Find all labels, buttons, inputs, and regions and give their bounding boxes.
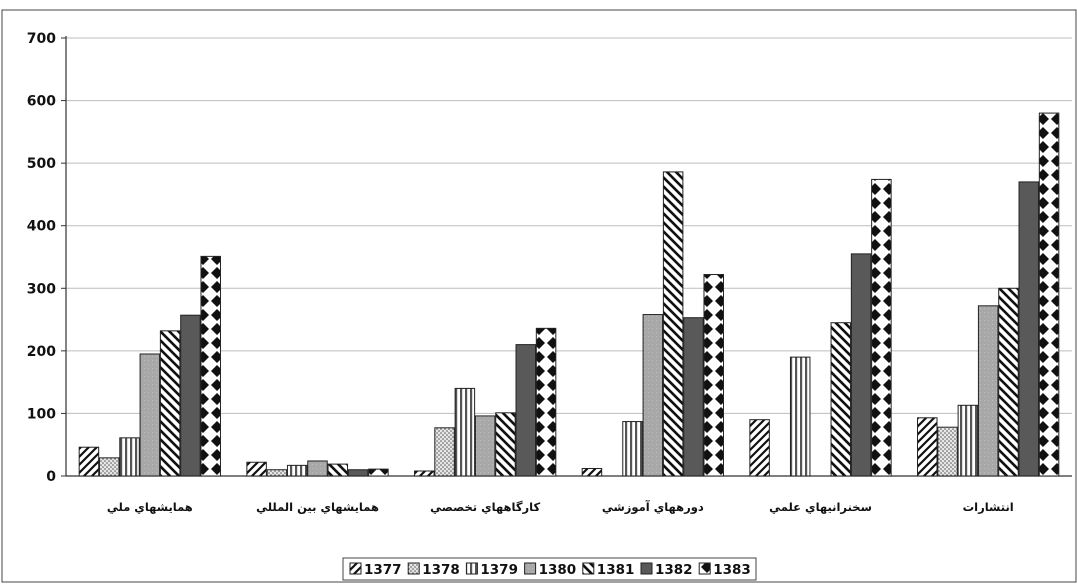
- y-tick-label: 100: [27, 406, 56, 422]
- bar-1378-cat-2: [434, 427, 455, 477]
- legend-swatch-1379: [465, 562, 478, 575]
- bar-1383-cat-1: [368, 468, 389, 477]
- bar-1378-cat-5: [937, 426, 958, 477]
- bar-1380-cat-0: [139, 353, 161, 477]
- y-tick-label: 400: [27, 219, 56, 235]
- bar-1380-cat-5: [977, 305, 999, 477]
- bar-1381-cat-5: [998, 287, 1019, 477]
- y-tick-labels: 0 100 200 300 400 500 600 700: [27, 31, 56, 485]
- bar-1383-cat-5: [1038, 112, 1060, 477]
- bar-1381-cat-0: [159, 330, 181, 477]
- bar-1377-cat-5: [917, 417, 938, 477]
- bars: [78, 112, 1060, 477]
- y-tick-label: 600: [27, 94, 56, 110]
- legend-label-1380: 1380: [539, 562, 577, 578]
- bar-1379-cat-2: [454, 387, 476, 477]
- bar-1381-cat-1: [327, 463, 349, 477]
- legend-label-1379: 1379: [480, 562, 518, 578]
- bar-1382-cat-5: [1018, 181, 1040, 477]
- bar-1378-cat-1: [266, 469, 288, 477]
- bar-1380-cat-2: [474, 415, 496, 477]
- bar-1377-cat-4: [749, 419, 770, 477]
- bar-1379-cat-3: [622, 421, 643, 477]
- bar-1383-cat-4: [871, 178, 892, 477]
- legend-swatch-1380: [524, 562, 537, 575]
- y-tick-label: 300: [27, 281, 56, 297]
- bar-1377-cat-2: [414, 470, 435, 477]
- chart-border: [1, 9, 1077, 583]
- bar-1379-cat-5: [957, 404, 979, 477]
- legend-swatch-1382: [640, 562, 653, 575]
- legend-swatch-1383: [698, 562, 711, 575]
- bar-1379-cat-4: [789, 356, 811, 477]
- bar-1377-cat-0: [78, 446, 100, 477]
- category-label: همايشهاي بين المللي: [256, 500, 379, 514]
- bar-1377-cat-1: [246, 461, 267, 477]
- bar-1383-cat-3: [703, 274, 724, 477]
- legend-label-1383: 1383: [713, 562, 751, 578]
- bar-1382-cat-3: [683, 317, 704, 477]
- bar-1378-cat-0: [98, 457, 120, 477]
- bar-1383-cat-2: [535, 327, 557, 477]
- legend-label-1382: 1382: [655, 562, 693, 578]
- category-label: كارگاههاي تخصصي: [430, 500, 540, 514]
- legend-swatch-1378: [407, 562, 420, 575]
- bar-1380-cat-3: [642, 314, 664, 477]
- category-label: دورههاي آموزشي: [602, 500, 704, 515]
- bar-1377-cat-3: [581, 467, 603, 477]
- y-tick-label: 200: [27, 344, 56, 360]
- bar-1382-cat-0: [180, 314, 201, 477]
- bar-1383-cat-0: [200, 255, 221, 477]
- legend-swatch-1381: [582, 562, 595, 575]
- axes: [65, 36, 1072, 477]
- bar-1381-cat-4: [830, 322, 852, 477]
- bar-1380-cat-1: [307, 460, 328, 477]
- legend-label-1378: 1378: [422, 562, 460, 578]
- y-tick-label: 700: [27, 31, 56, 47]
- bar-1382-cat-4: [850, 253, 872, 477]
- bar-1382-cat-2: [515, 344, 537, 477]
- legend-label-1377: 1377: [364, 562, 402, 578]
- bar-1379-cat-0: [119, 437, 140, 477]
- bar-1381-cat-2: [495, 412, 516, 477]
- gridlines: [61, 37, 1072, 477]
- category-label: انتشارات: [963, 500, 1014, 514]
- legend: 1377 1378 1379 1380 1381 1382 1383: [342, 557, 757, 581]
- category-label: سخنرانيهاي علمي: [769, 500, 872, 514]
- category-labels: همايشهاي ملي همايشهاي بين المللي كارگاههاي…: [107, 500, 1014, 515]
- legend-label-1381: 1381: [597, 562, 635, 578]
- legend-box: [342, 557, 757, 581]
- category-label: همايشهاي ملي: [107, 500, 193, 514]
- bar-1381-cat-3: [662, 171, 684, 477]
- bar-1379-cat-1: [286, 464, 308, 477]
- legend-swatch-1377: [349, 562, 362, 575]
- y-tick-label: 0: [46, 469, 56, 485]
- y-tick-label: 500: [27, 156, 56, 172]
- bar-1382-cat-1: [347, 469, 369, 477]
